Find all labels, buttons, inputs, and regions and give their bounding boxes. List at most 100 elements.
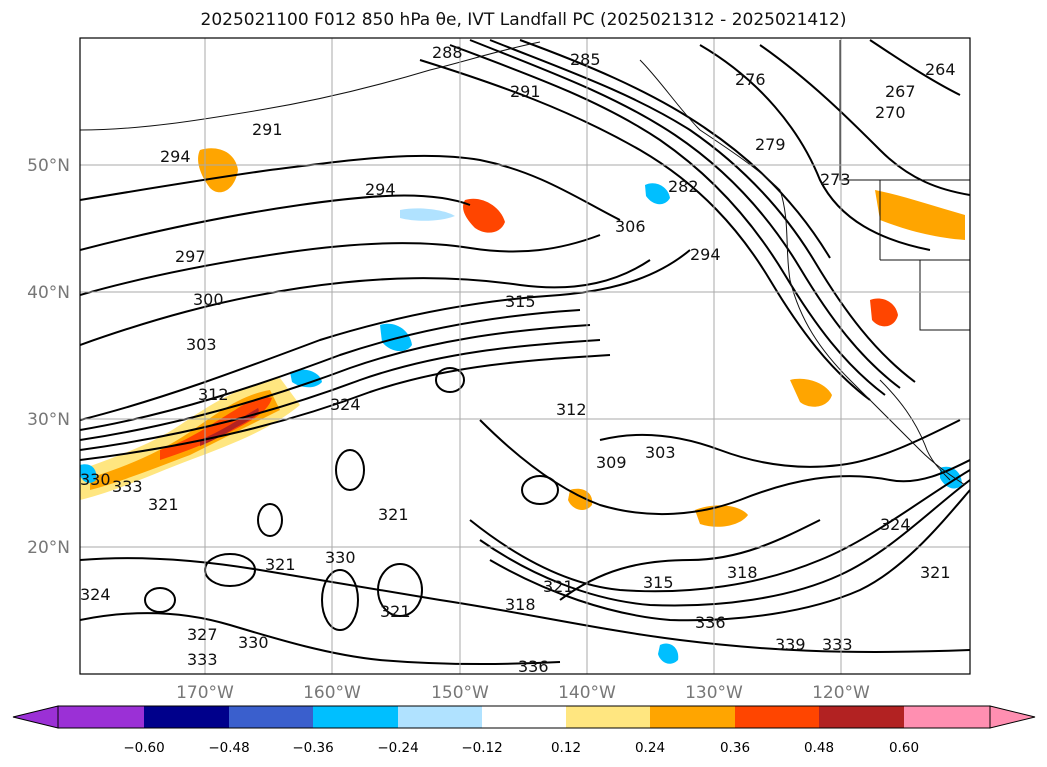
contour-ring [521,475,559,505]
contour-label: 336 [695,613,726,632]
contour-label: 321 [920,563,951,582]
lat-label-30n: 30°N [27,410,70,430]
contour-line [469,469,970,593]
contour-ring [257,503,283,537]
lat-label-50n: 50°N [27,156,70,176]
ivt-neg-c [645,183,670,205]
ivt-north-a [198,148,238,193]
ivt-max-core [160,397,272,460]
theta-e-contours [80,39,970,666]
contour-label: 312 [198,385,229,404]
contour-line [80,154,621,221]
colorbar-extend-low [12,705,59,729]
contour-label: 303 [645,443,676,462]
contour-line [80,339,601,451]
contour-label: 318 [727,563,758,582]
contour-label: 333 [112,477,143,496]
colorbar: −0.60 −0.48 −0.36 −0.24 −0.12 0.12 0.24 … [12,705,1036,756]
colorbar-tick-label: 0.36 [720,740,750,756]
contour-label: 294 [160,147,191,166]
lon-axis-labels: 170°W 160°W 150°W 140°W 130°W 120°W [176,683,870,703]
contour-ring [377,563,423,617]
colorbar-tick-label: −0.48 [208,740,249,756]
colorbar-bin [482,706,566,728]
contour-label: 306 [615,217,646,236]
contour-line [80,309,581,431]
ivt-coast-c [790,378,832,407]
contour-label: 315 [505,292,536,311]
lon-label-150w: 150°W [431,683,489,703]
contour-label: 294 [690,245,721,264]
lon-label-170w: 170°W [176,683,234,703]
contour-ring [335,449,365,491]
colorbar-extend-high [989,705,1036,729]
ivt-neg-g [658,643,679,664]
north-america-coast [639,59,966,486]
contour-line [599,419,961,468]
contour-label: 330 [80,470,111,489]
colorbar-bin [313,706,398,728]
colorbar-bin [566,706,650,728]
contour-label: 324 [330,395,361,414]
colorbar-tick-label: 0.12 [551,740,581,756]
alaska-coast [80,41,541,131]
ivt-neg-f [80,464,97,483]
contour-label-group: 288 285 291 276 267 264 270 291 294 279 … [80,43,956,676]
contour-line [519,39,831,259]
contour-label: 321 [378,505,409,524]
contour-line [869,39,961,96]
colorbar-tick-label: 0.24 [635,740,665,756]
contour-line [80,354,611,461]
contour-label: 321 [148,495,179,514]
contour-label: 294 [365,180,396,199]
colorbar-bin [144,706,229,728]
ivt-mid-a [695,505,748,527]
colorbar-bin [819,706,904,728]
contour-ring [321,569,359,631]
contour-line [80,259,651,346]
colorbar-bin [58,706,144,728]
contour-ring [435,367,465,393]
contour-line [80,612,561,666]
colorbar-bin [229,706,313,728]
coastlines [80,40,970,486]
contour-ring [204,553,256,587]
contour-label: 339 [775,635,806,654]
contour-label: 276 [735,70,766,89]
colorbar-bin [650,706,735,728]
contour-line [80,234,601,296]
colorbar-bin [904,706,990,728]
contour-line [479,419,970,516]
colorbar-tick-label: 0.60 [889,740,919,756]
contour-label: 321 [380,602,411,621]
colorbar-tick-label: −0.60 [123,740,164,756]
figure-title: 2025021100 F012 850 hPa θe, IVT Landfall… [200,10,847,30]
lat-label-20n: 20°N [27,538,70,558]
contour-label: 264 [925,60,956,79]
ivt-north-b [463,198,505,233]
contour-label: 324 [80,585,111,604]
lat-label-40n: 40°N [27,283,70,303]
colorbar-tick-label: −0.12 [461,740,502,756]
contour-line [699,44,931,251]
colorbar-outline [57,705,991,729]
ivt-coast-a [875,190,965,240]
contour-label: 330 [238,633,269,652]
contour-label: 288 [432,43,463,62]
contour-label: 330 [325,548,356,567]
contour-label: 321 [265,555,296,574]
contour-label: 312 [556,400,587,419]
contour-line [80,249,691,421]
contour-line [449,44,886,396]
contour-label: 303 [186,335,217,354]
colorbar-bin [398,706,482,728]
ivt-coast-b [870,298,898,327]
ivt-neg-d [400,208,455,221]
lat-axis-labels: 50°N 40°N 30°N 20°N [27,156,70,558]
lon-label-130w: 130°W [685,683,743,703]
colorbar-tick-label: −0.36 [292,740,333,756]
contour-label: 324 [880,515,911,534]
contour-label: 327 [187,625,218,644]
colorbar-tick-label: −0.24 [377,740,418,756]
